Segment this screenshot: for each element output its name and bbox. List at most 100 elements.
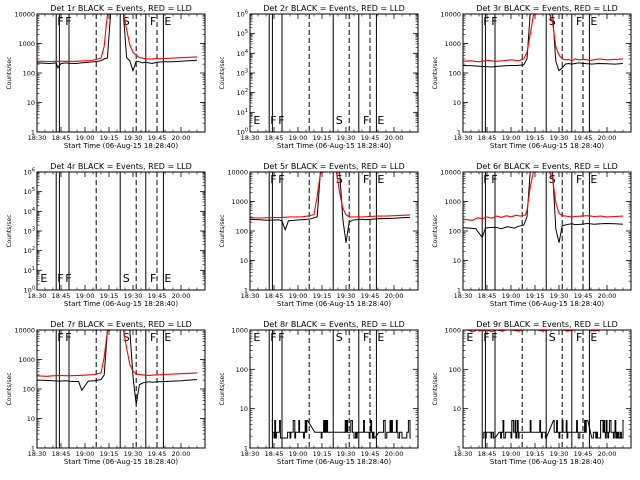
y-axis-label: Counts/sec <box>6 372 13 405</box>
plot-frame <box>249 13 419 133</box>
marker-letter: S <box>123 331 130 344</box>
y-tick-label: 100 <box>449 228 461 236</box>
x-tick-label: 19:15 <box>313 292 332 300</box>
y-tick-label: 10000 <box>440 169 461 177</box>
x-tick-label: 19:45 <box>361 450 380 458</box>
x-tick-label: 19:30 <box>337 450 356 458</box>
marker-letter: F <box>57 272 63 285</box>
marker-letter: E <box>253 114 260 127</box>
plot-frame <box>36 171 206 291</box>
marker-letter: E <box>164 15 171 28</box>
marker-letter: F <box>270 331 276 344</box>
y-tick-label: 10000 <box>14 327 35 335</box>
marker-letter: F <box>363 331 369 344</box>
chart-panel-7: Det 7r BLACK = Events, RED = LLD Counts/s… <box>6 320 206 466</box>
y-tick-label: 101 <box>24 266 35 275</box>
marker-letter: F <box>57 331 63 344</box>
y-axis-label: Counts/sec <box>432 214 439 247</box>
x-tick-label: 18:30 <box>454 450 473 458</box>
events-series-line <box>250 172 411 243</box>
plot-frame <box>462 329 632 449</box>
y-tick-label: 1 <box>457 287 461 295</box>
marker-letter: F <box>278 173 284 186</box>
x-tick-label: 19:00 <box>289 134 308 142</box>
y-tick-base: 10 <box>24 287 32 295</box>
plot-frame <box>249 171 419 291</box>
x-tick-label: 19:45 <box>574 134 593 142</box>
x-axis-label: Start Time (06-Aug-15 18:28:40) <box>64 300 178 308</box>
x-tick-label: 19:45 <box>148 134 167 142</box>
y-tick-label: 1000 <box>444 327 461 335</box>
x-tick-label: 18:45 <box>52 292 71 300</box>
x-tick-label: 19:00 <box>502 450 521 458</box>
x-axis-label: Start Time (06-Aug-15 18:28:40) <box>277 458 391 466</box>
marker-letter: F <box>150 272 156 285</box>
marker-letter: F <box>65 331 71 344</box>
y-tick-exponent: 0 <box>32 286 35 292</box>
marker-letter: F <box>483 15 489 28</box>
x-tick-label: 19:00 <box>289 450 308 458</box>
x-tick-label: 19:00 <box>76 134 95 142</box>
panel-title: Det 6r BLACK = Events, RED = LLD <box>476 162 618 171</box>
y-tick-exponent: 2 <box>32 246 35 252</box>
x-tick-label: 18:45 <box>52 450 71 458</box>
x-tick-label: 20:00 <box>385 134 404 142</box>
x-tick-label: 18:30 <box>241 134 260 142</box>
panel-title: Det 8r BLACK = Events, RED = LLD <box>263 320 405 329</box>
x-tick-label: 20:00 <box>385 292 404 300</box>
lld-series-line <box>37 330 198 377</box>
y-axis-label: Counts/sec <box>219 214 226 247</box>
y-tick-label: 105 <box>24 187 35 196</box>
y-tick-label: 102 <box>237 88 248 97</box>
x-tick-label: 19:45 <box>574 292 593 300</box>
events-series-line <box>37 14 198 73</box>
events-series-line <box>37 330 198 405</box>
events-series-line <box>271 420 411 439</box>
y-tick-label: 106 <box>24 168 35 177</box>
marker-letter: F <box>363 173 369 186</box>
y-tick-label: 10 <box>453 257 461 265</box>
y-tick-label: 1 <box>457 445 461 453</box>
marker-letter: F <box>483 173 489 186</box>
y-tick-label: 105 <box>237 29 248 38</box>
marker-letter: F <box>270 114 276 127</box>
x-tick-label: 19:30 <box>337 134 356 142</box>
x-axis-label: Start Time (06-Aug-15 18:28:40) <box>490 300 604 308</box>
marker-letter: E <box>590 331 597 344</box>
x-tick-label: 18:30 <box>241 292 260 300</box>
x-tick-label: 18:30 <box>28 134 47 142</box>
y-tick-exponent: 0 <box>245 128 248 134</box>
y-tick-base: 10 <box>237 89 245 97</box>
x-tick-label: 20:00 <box>172 450 191 458</box>
marker-letter: E <box>164 331 171 344</box>
y-tick-label: 104 <box>237 49 248 58</box>
y-tick-label: 1000 <box>231 327 248 335</box>
y-tick-label: 100 <box>237 128 248 137</box>
y-tick-base: 10 <box>237 30 245 38</box>
y-tick-label: 1000 <box>18 40 35 48</box>
y-tick-label: 1000 <box>18 356 35 364</box>
y-tick-exponent: 1 <box>245 108 248 114</box>
y-axis-label: Counts/sec <box>432 372 439 405</box>
chart-panel-8: Det 8r BLACK = Events, RED = LLD Counts/s… <box>219 320 419 466</box>
marker-letter: S <box>123 15 130 28</box>
y-tick-exponent: 6 <box>32 168 35 174</box>
marker-letter: E <box>590 15 597 28</box>
x-tick-label: 19:30 <box>550 450 569 458</box>
x-tick-label: 19:00 <box>502 134 521 142</box>
x-tick-label: 18:30 <box>241 450 260 458</box>
y-tick-label: 10 <box>453 99 461 107</box>
y-tick-label: 100 <box>23 386 35 394</box>
x-axis-label: Start Time (06-Aug-15 18:28:40) <box>277 300 391 308</box>
marker-letter: F <box>150 15 156 28</box>
y-axis-label: Counts/sec <box>219 372 226 405</box>
x-tick-label: 20:00 <box>385 450 404 458</box>
marker-letter: E <box>466 331 473 344</box>
y-tick-exponent: 5 <box>245 29 248 35</box>
events-series-line <box>483 420 624 439</box>
y-tick-label: 103 <box>237 69 248 78</box>
y-axis-label: Counts/sec <box>6 214 13 247</box>
